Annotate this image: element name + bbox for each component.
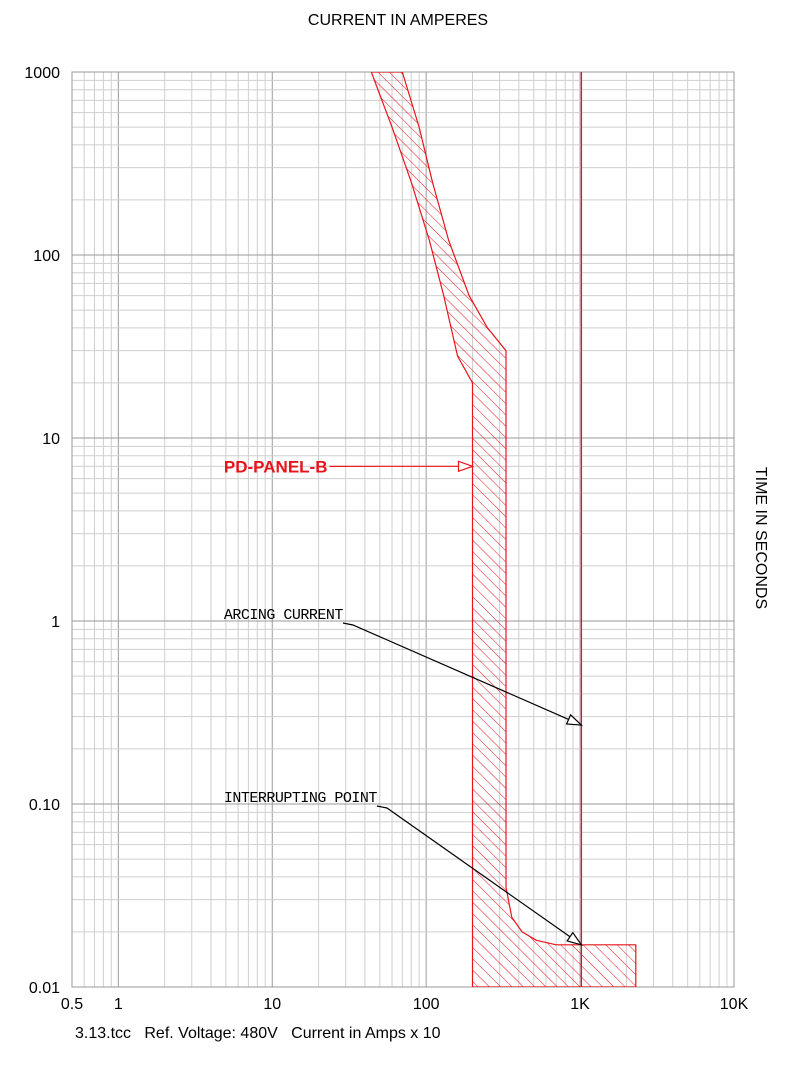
y-tick-label: 0.10: [29, 797, 60, 814]
y-tick-label: 100: [33, 248, 60, 265]
grid-lines: [71, 71, 735, 988]
plot-border: [71, 71, 735, 988]
x-tick-label: 0.5: [61, 996, 83, 1013]
chart-title: CURRENT IN AMPERES: [307, 12, 489, 29]
annotations: PD-PANEL-B ARCING CURRENT INTERRUPTING POI…: [224, 457, 584, 946]
x-tick-label: 100: [413, 996, 440, 1013]
footer-note: 3.13.tcc Ref. Voltage: 480V Current in A…: [75, 1025, 441, 1042]
y-tick-label: 0.01: [29, 980, 60, 997]
y-tick-label: 1: [51, 614, 60, 631]
annotation-arrow: [329, 460, 475, 473]
y-tick-label: 1000: [24, 65, 60, 82]
annotation-label: INTERRUPTING POINT: [224, 790, 378, 807]
annotation-label: ARCING CURRENT: [224, 607, 344, 624]
annotation-label: PD-PANEL-B: [224, 457, 328, 476]
x-tick-label: 1K: [570, 996, 590, 1013]
annotation-arrow: [376, 805, 583, 946]
annotation-arrow: [342, 622, 584, 726]
x-tick-label: 10K: [720, 996, 749, 1013]
tick-labels: 0.5 1 10 100 1K 10K 0.01 0.10 1 10 100 1000: [24, 65, 748, 1013]
device-band-pd-panel-b: [370, 72, 637, 987]
x-tick-label: 1: [114, 996, 123, 1013]
device-bands: [370, 72, 637, 987]
x-tick-label: 10: [263, 996, 281, 1013]
y-tick-label: 10: [42, 431, 60, 448]
plot-frame: [71, 71, 735, 988]
